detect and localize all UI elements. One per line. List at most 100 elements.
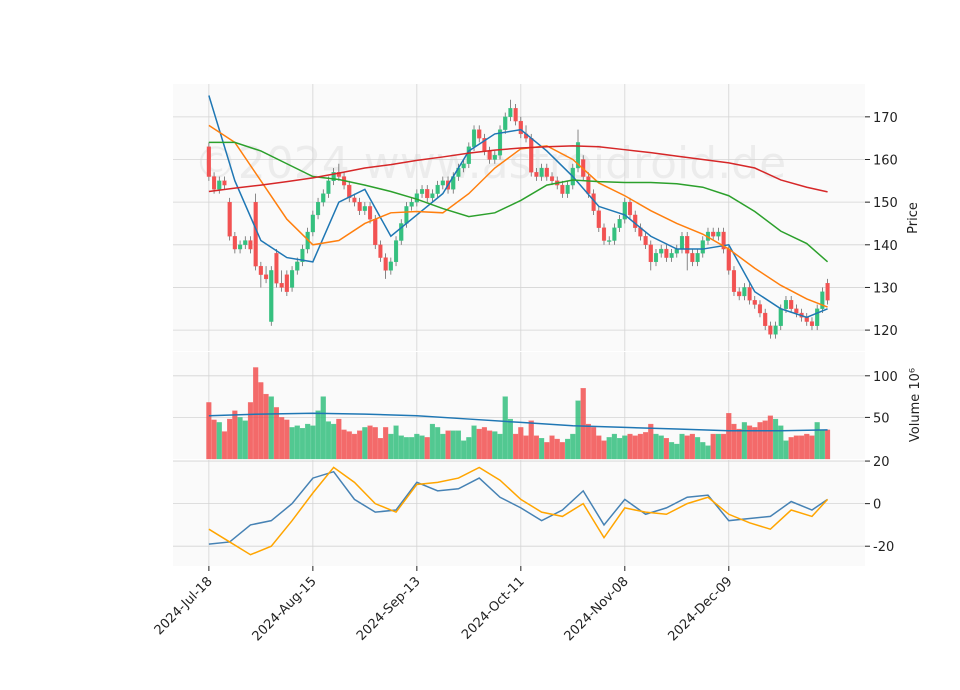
volume-bar <box>383 427 389 460</box>
volume-bar <box>284 419 290 460</box>
candle-body <box>539 167 544 177</box>
x-tick-label: 2024-Dec-09 <box>665 574 735 644</box>
candle-body <box>633 214 638 228</box>
volume-bar <box>429 423 435 460</box>
volume-bar <box>565 438 571 460</box>
candle-body <box>648 244 653 263</box>
volume-bar <box>596 435 602 460</box>
candle-body <box>809 321 815 326</box>
volume-bar <box>507 418 513 460</box>
volume-bar <box>294 425 300 460</box>
volume-bar <box>721 433 727 460</box>
candle-body <box>295 261 300 271</box>
volume-bar <box>320 396 326 460</box>
volume-bar <box>419 435 425 460</box>
candle-body <box>487 150 492 160</box>
candle-body <box>622 201 627 220</box>
candle-body <box>409 201 414 207</box>
candle-body <box>534 172 539 177</box>
volume-bar <box>325 421 332 460</box>
candle-body <box>326 180 331 194</box>
watermark: ©2024 www.astroidroid.de <box>194 138 786 189</box>
volume-bar <box>684 435 690 460</box>
candle-body <box>700 240 705 254</box>
candle-body <box>737 291 742 297</box>
volume-bar <box>741 422 747 460</box>
volume-bar <box>528 420 534 460</box>
y-tick-label: 0 <box>873 498 881 513</box>
volume-bar <box>211 419 217 460</box>
volume-bar <box>674 443 680 460</box>
candle-body <box>742 287 747 297</box>
volume-bar <box>679 433 685 460</box>
volume-bar <box>762 420 768 460</box>
candle-body <box>726 248 731 271</box>
candle-body <box>529 138 534 173</box>
candle-body <box>711 231 716 237</box>
volume-bar <box>513 433 519 460</box>
volume-bar <box>455 430 461 460</box>
volume-bar <box>206 402 212 460</box>
volume-bar <box>715 433 721 460</box>
volume-bar <box>799 435 805 460</box>
candle-body <box>310 214 315 233</box>
x-tick-label: 2024-Aug-15 <box>250 574 320 644</box>
candle-body <box>414 193 419 203</box>
volume-bar <box>310 425 316 460</box>
candle-body <box>425 189 430 199</box>
candle-body <box>367 206 373 220</box>
candle-body <box>347 184 352 199</box>
candle-body <box>471 129 477 147</box>
volume-bar <box>705 445 711 460</box>
candle-body <box>217 180 222 190</box>
x-tick-label: 2024-Sep-13 <box>354 574 424 644</box>
candle-body <box>825 283 830 301</box>
candle-body <box>783 300 789 309</box>
volume-bar <box>461 440 467 460</box>
y-tick-label: 140 <box>873 239 898 254</box>
volume-bar <box>549 435 555 460</box>
volume-bar <box>559 442 565 460</box>
y-tick-label: 170 <box>873 111 898 126</box>
volume-bar <box>232 410 238 460</box>
candle-body <box>284 274 289 292</box>
candle-body <box>659 248 664 254</box>
y-tick-label: 50 <box>873 411 890 426</box>
candle-body <box>243 240 248 245</box>
volume-bar <box>497 433 503 460</box>
volume-bar <box>518 427 524 460</box>
candle-body <box>773 325 778 335</box>
volume-bar <box>591 427 597 460</box>
candle-body <box>331 172 336 181</box>
volume-bar <box>253 367 259 460</box>
volume-bar <box>299 428 306 460</box>
candle-body <box>617 219 622 228</box>
candle-body <box>757 304 763 314</box>
volume-bar <box>663 438 669 460</box>
candle-body <box>258 265 263 275</box>
volume-bar <box>710 433 716 460</box>
volume-bar <box>648 423 654 460</box>
volume-bar <box>435 427 441 460</box>
x-tick-label: 2024-Nov-08 <box>562 574 632 644</box>
volume-bar <box>653 433 659 460</box>
volume-bar <box>788 437 794 460</box>
volume-bar <box>611 433 617 460</box>
volume-bar <box>793 435 799 460</box>
volume-bar <box>773 418 779 460</box>
volume-bar <box>341 429 347 460</box>
candle-body <box>430 193 435 199</box>
volume-bar <box>637 433 643 460</box>
volume-bar <box>622 435 628 460</box>
candle-body <box>685 236 690 254</box>
candle-body <box>253 201 258 267</box>
y-tick-label: 130 <box>873 281 898 296</box>
candle-body <box>362 206 367 211</box>
volume-bar <box>424 437 430 460</box>
volume-bar <box>377 438 383 460</box>
volume-bar <box>445 430 451 460</box>
volume-bar <box>627 433 633 460</box>
y-tick-label: 150 <box>873 196 898 211</box>
volume-bar <box>487 430 493 460</box>
volume-bar <box>476 428 482 460</box>
